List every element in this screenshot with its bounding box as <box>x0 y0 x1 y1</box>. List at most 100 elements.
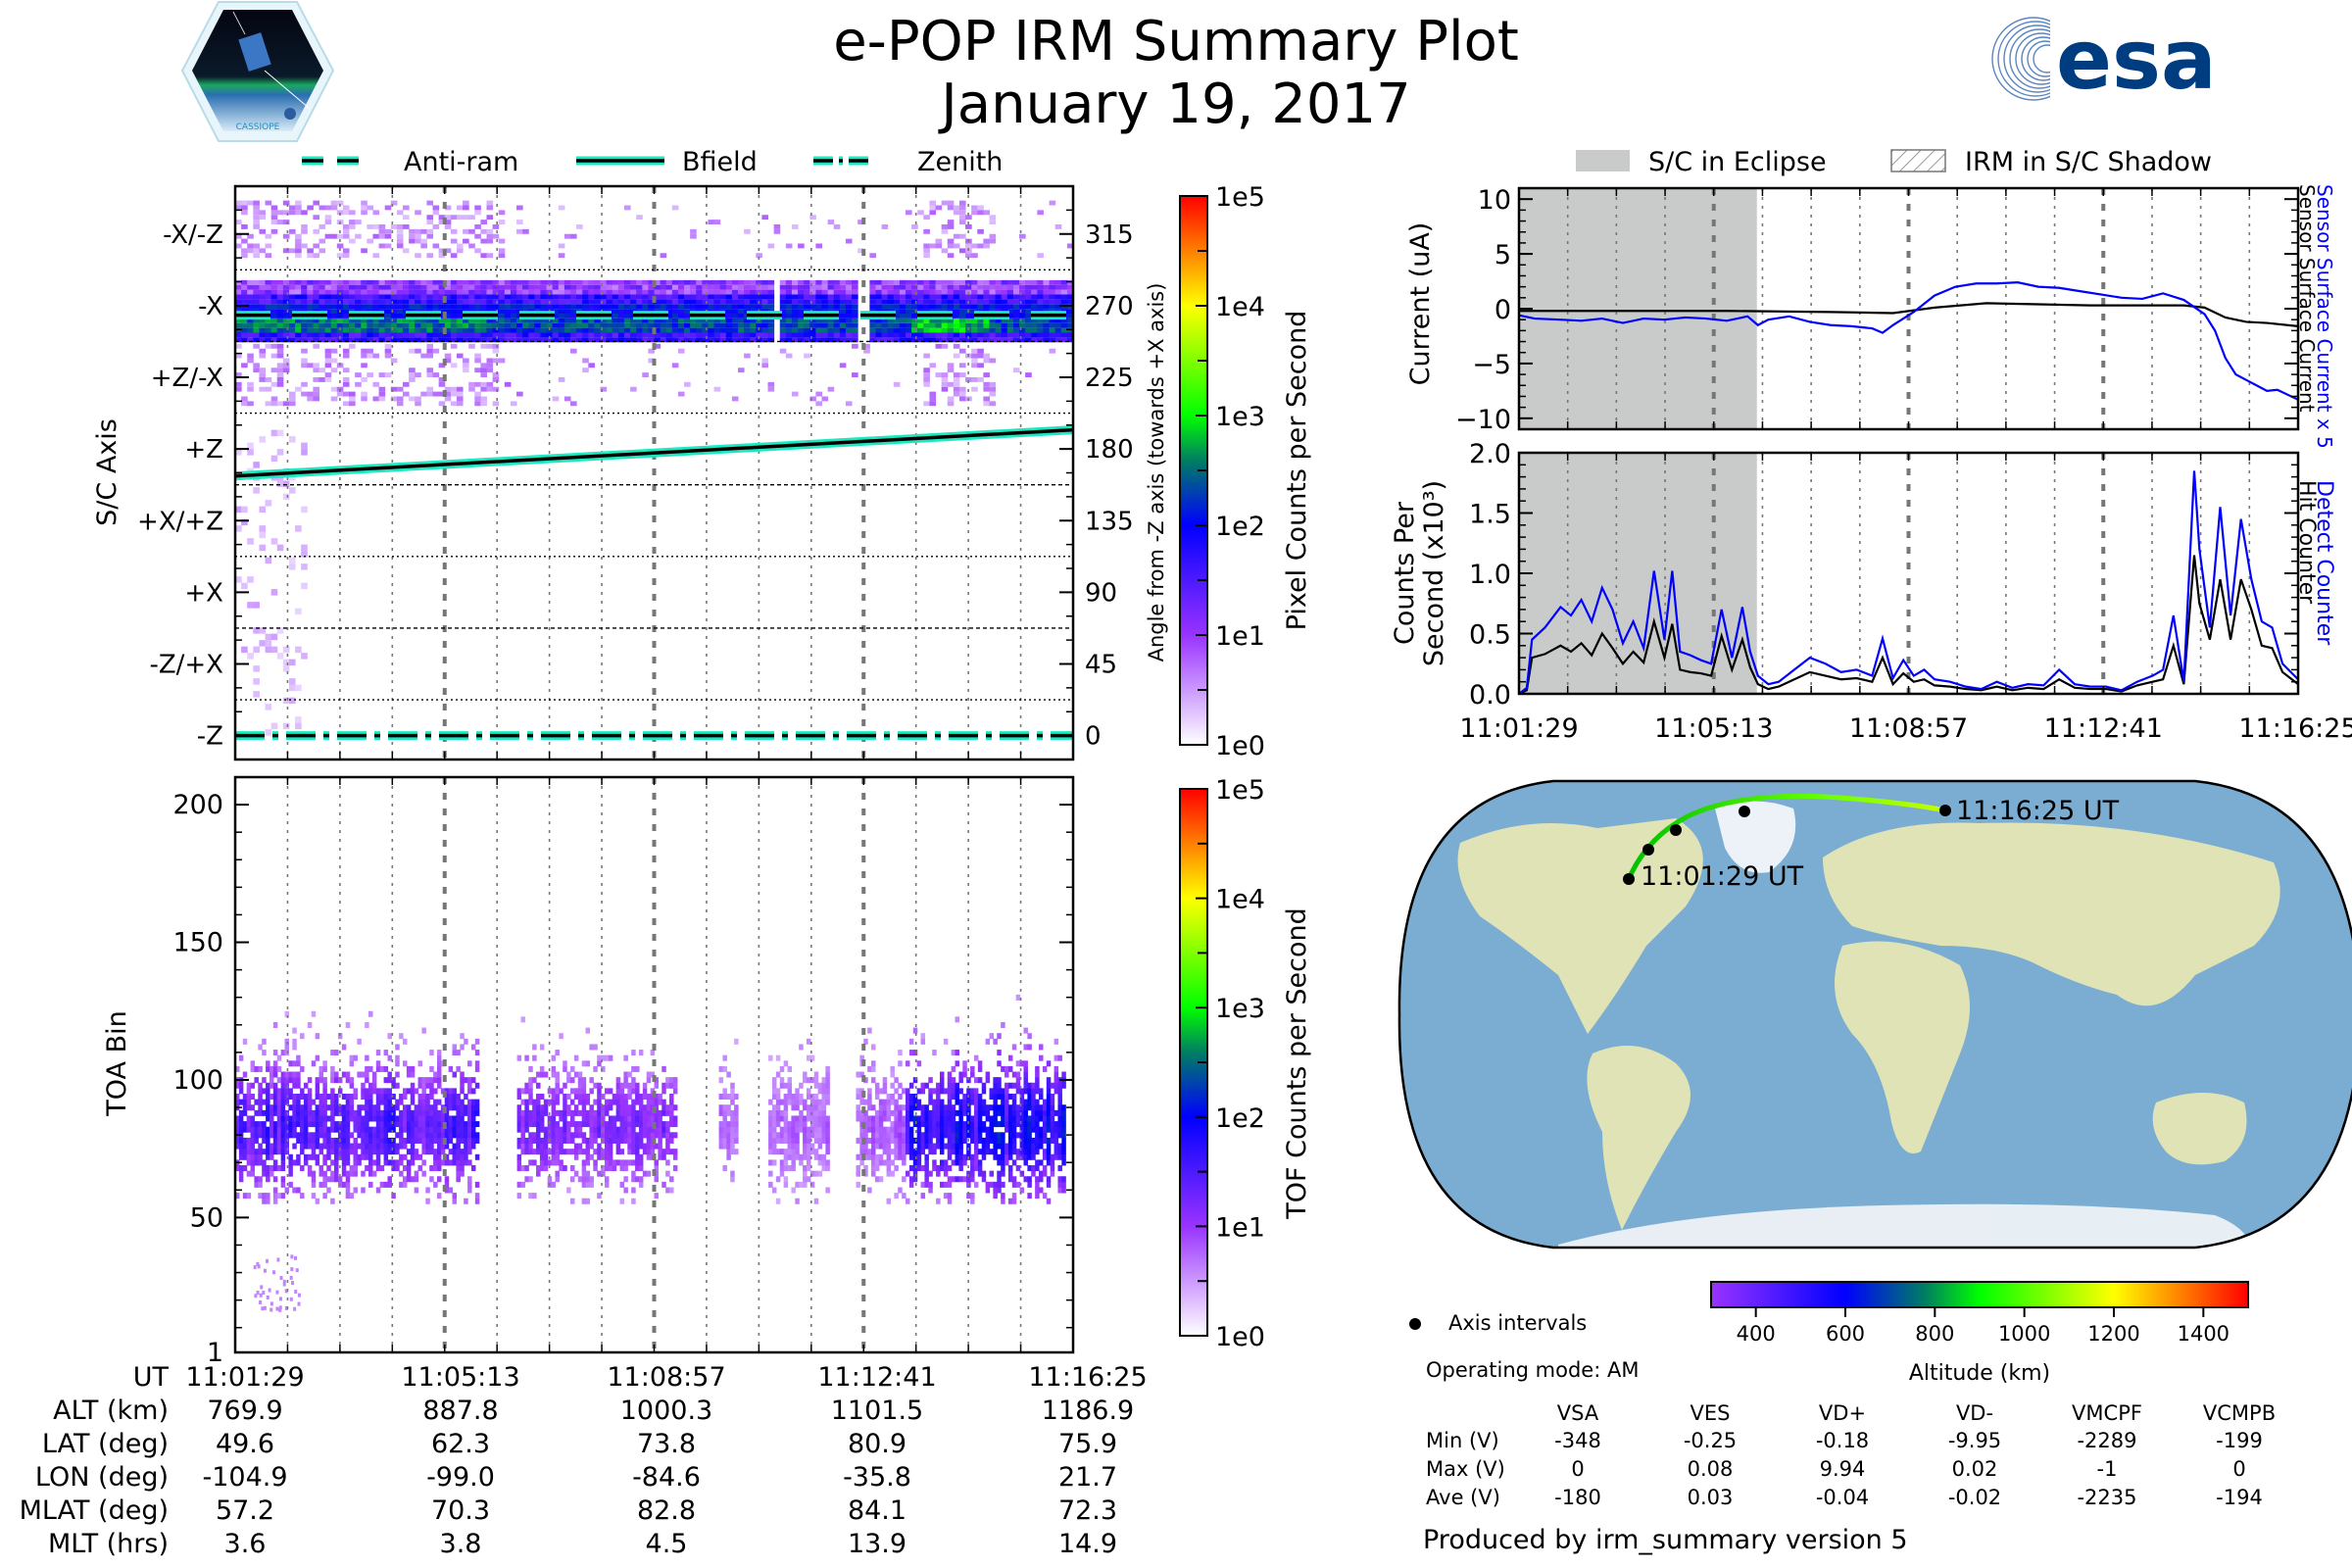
tof-cell <box>821 1082 826 1089</box>
tof-cell <box>403 1109 408 1116</box>
heat-cell <box>929 327 937 333</box>
heat-cell <box>827 304 835 310</box>
tof-cell <box>928 1126 933 1133</box>
heat-cell <box>480 294 487 300</box>
tof-cell <box>589 1143 594 1150</box>
heat-cell <box>617 299 625 305</box>
tof-cell <box>604 1143 610 1150</box>
heat-cell <box>396 284 404 290</box>
heat-cell <box>540 332 548 338</box>
tof-cell <box>783 1159 789 1166</box>
heat-cell <box>396 224 404 229</box>
tof-cell <box>962 1071 967 1078</box>
heat-cell <box>917 318 924 323</box>
tof-cell <box>955 1143 960 1150</box>
tof-cell <box>593 1137 598 1144</box>
tof-cell <box>345 1093 351 1101</box>
heat-cell <box>378 304 386 310</box>
heat-cell <box>815 322 822 328</box>
tof-cell <box>585 1099 591 1105</box>
tof-cell <box>768 1121 773 1128</box>
heat-cell <box>983 381 990 387</box>
heat-cell <box>450 337 458 343</box>
heat-cell <box>288 279 296 285</box>
tof-cell <box>311 1115 317 1122</box>
heat-cell <box>288 210 296 216</box>
tof-cell <box>334 1153 339 1160</box>
heat-cell <box>1025 337 1032 343</box>
tof-cell <box>406 1132 412 1139</box>
heat-cell <box>276 289 284 295</box>
tof-cell <box>280 1149 286 1155</box>
heat-cell <box>623 327 631 333</box>
tof-cell <box>300 1115 305 1122</box>
heat-cell <box>235 220 242 224</box>
tof-cell <box>311 1109 317 1116</box>
tof-cell <box>326 1093 331 1101</box>
tof-cell <box>334 1170 339 1177</box>
tof-cell <box>429 1093 434 1101</box>
tof-cell <box>528 1137 533 1144</box>
y-tick-label: -X <box>198 292 223 321</box>
tof-cell <box>779 1065 785 1072</box>
tof-cell <box>939 1165 945 1172</box>
heat-cell <box>390 299 398 305</box>
tof-cell <box>890 1137 895 1144</box>
tof-cell <box>619 1121 625 1128</box>
tof-cell <box>292 1099 297 1105</box>
heat-cell <box>432 279 440 285</box>
tof-cell <box>817 1126 823 1133</box>
heat-cell <box>318 368 326 373</box>
heat-cell <box>971 294 978 300</box>
heat-cell <box>396 304 404 310</box>
tof-cell <box>417 1104 423 1111</box>
heat-cell <box>636 284 643 290</box>
tof-cell <box>238 1176 244 1183</box>
heat-cell <box>276 343 284 349</box>
heat-cell <box>798 309 805 314</box>
tof-cell <box>817 1099 823 1105</box>
tof-cell <box>284 1099 290 1105</box>
heat-cell <box>361 284 368 290</box>
tof-cell <box>368 1132 373 1139</box>
tof-cell <box>722 1065 727 1072</box>
heat-cell <box>253 220 260 224</box>
heat-cell <box>456 318 464 323</box>
tof-cell <box>601 1093 606 1101</box>
heat-cell <box>798 337 805 343</box>
tof-cell <box>375 1115 381 1122</box>
tof-cell <box>947 1093 953 1101</box>
tof-cell <box>775 1176 781 1183</box>
heat-cell <box>558 318 565 323</box>
heat-cell <box>642 294 649 300</box>
tof-cell <box>890 1170 895 1177</box>
tof-cell <box>577 1082 583 1089</box>
heat-cell <box>336 322 344 328</box>
tof-cell <box>936 1104 941 1111</box>
tof-cell <box>638 1132 644 1139</box>
tof-cell <box>414 1176 419 1183</box>
heat-cell <box>750 299 757 305</box>
tof-cell <box>906 1143 910 1150</box>
heat-cell <box>702 284 709 290</box>
tof-cell <box>631 1132 636 1139</box>
heat-cell <box>336 304 344 310</box>
tof-cell <box>585 1027 591 1034</box>
tof-cell <box>269 1165 274 1172</box>
tof-cell <box>943 1126 949 1133</box>
tof-cell <box>456 1132 461 1139</box>
heat-cell <box>498 253 506 259</box>
heat-cell <box>827 289 835 295</box>
tof-cell <box>330 1176 335 1183</box>
heat-cell <box>941 337 949 343</box>
tof-cell <box>345 1193 351 1200</box>
tof-cell <box>417 1121 423 1128</box>
tof-cell <box>391 1143 396 1150</box>
heat-cell <box>253 318 260 323</box>
heat-cell <box>301 544 308 552</box>
heat-cell <box>486 205 494 211</box>
heat-cell <box>330 309 338 314</box>
tof-cell <box>353 1153 358 1160</box>
tof-cell <box>322 1099 327 1105</box>
tof-cell <box>307 1115 313 1122</box>
